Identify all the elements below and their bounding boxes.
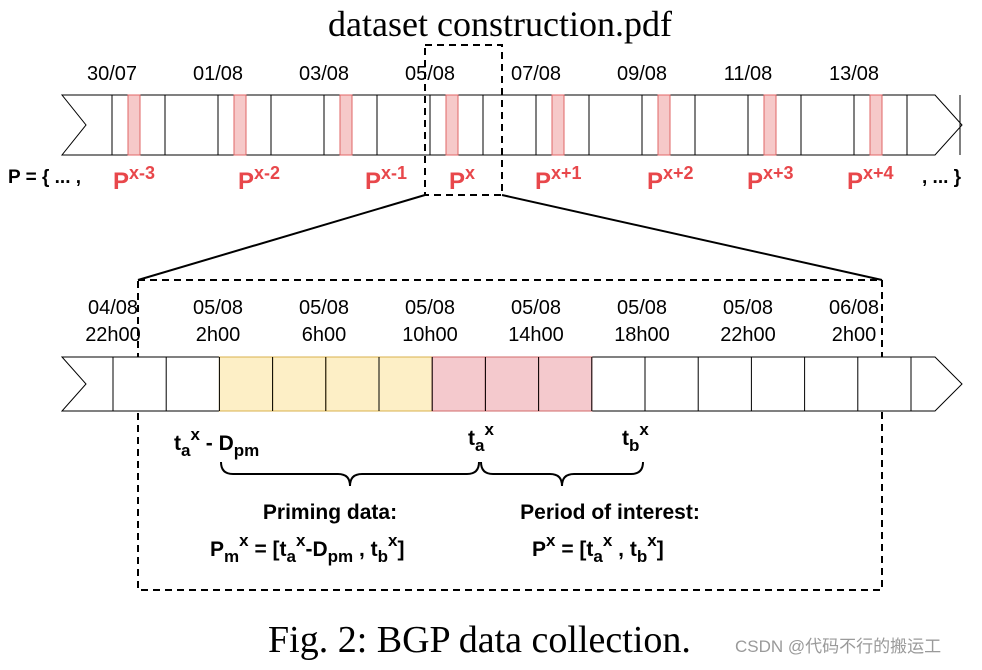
zoom-hour-label: 2h00	[832, 324, 877, 346]
zoom-cell	[218, 356, 274, 412]
watermark: CSDN @代码不行的搬运工	[735, 637, 941, 656]
page-title: dataset construction.pdf	[328, 4, 672, 44]
top-date-label: 07/08	[511, 63, 561, 85]
top-date-label: 05/08	[405, 63, 455, 85]
zoom-hour-label: 22h00	[720, 324, 776, 346]
zoom-line-left	[137, 194, 426, 281]
zoom-timeline	[60, 356, 963, 412]
period-label: Px+2	[647, 163, 694, 195]
zoom-line-right	[501, 194, 883, 281]
period-labels: Px-3 Px-2 Px-1 Px Px+1 Px+2 Px+3 Px+4	[113, 163, 894, 195]
zoom-date-label: 05/08	[193, 297, 243, 319]
zoom-date-label: 05/08	[511, 297, 561, 319]
period-highlight-bar	[445, 94, 459, 156]
zoom-cell	[538, 356, 593, 412]
period-label: Px+4	[847, 163, 894, 195]
zoom-date-label: 05/08	[617, 297, 667, 319]
period-highlight-bar	[763, 94, 777, 156]
zoom-hour-label: 2h00	[196, 324, 241, 346]
zoom-hour-label: 18h00	[614, 324, 670, 346]
zoom-cell	[431, 356, 486, 412]
top-date-label: 03/08	[299, 63, 349, 85]
zoom-hour-label: 6h00	[302, 324, 347, 346]
priming-formula: Pmx = [tax-Dpm , tbx]	[210, 531, 405, 566]
set-prefix: P = { ... ,	[8, 167, 81, 188]
set-suffix: , ... }	[922, 167, 962, 188]
top-timeline-outline	[60, 94, 963, 156]
marker-tb: tbx	[622, 420, 649, 455]
period-label: Px+1	[535, 163, 582, 195]
period-highlight-bar	[233, 94, 247, 156]
period-label: Px+3	[747, 163, 794, 195]
top-date-label: 30/07	[87, 63, 137, 85]
zoom-date-label: 04/08	[88, 297, 138, 319]
period-highlight-bar	[657, 94, 671, 156]
period-label: Px-3	[113, 163, 155, 195]
period-highlight-bar	[127, 94, 141, 156]
period-highlight-bar	[869, 94, 883, 156]
period-highlight-bar	[339, 94, 353, 156]
top-date-labels: 30/07 01/08 03/08 05/08 07/08 09/08 11/08 13/08	[87, 63, 879, 85]
period-label: Px-1	[365, 163, 407, 195]
top-date-label: 11/08	[724, 63, 773, 85]
zoom-cell	[272, 356, 327, 412]
top-date-label: 13/08	[829, 63, 879, 85]
zoom-box	[137, 279, 883, 591]
period-label: Px	[449, 163, 475, 195]
interest-title: Period of interest:	[520, 501, 700, 524]
top-timeline	[60, 94, 963, 156]
zoom-hour-label: 14h00	[508, 324, 564, 346]
zoom-hour-label: 10h00	[402, 324, 458, 346]
marker-ta-minus-dpm: tax - Dpm	[174, 425, 259, 460]
selected-period-box	[424, 44, 503, 196]
interest-formula: Px = [tax , tbx]	[532, 531, 664, 566]
zoom-date-label: 05/08	[299, 297, 349, 319]
priming-title: Priming data:	[263, 501, 397, 524]
period-label: Px-2	[238, 163, 280, 195]
zoom-hour-label: 22h00	[85, 324, 141, 346]
top-date-label: 01/08	[193, 63, 243, 85]
marker-ta: tax	[468, 420, 494, 455]
zoom-cell	[378, 356, 433, 412]
zoom-date-label: 05/08	[723, 297, 773, 319]
zoom-date-label: 06/08	[829, 297, 879, 319]
period-highlight-bar	[551, 94, 565, 156]
zoom-cell	[484, 356, 540, 412]
zoom-time-labels: 04/08 22h00 05/08 2h00 05/08 6h00 05/08 10h00 05…	[85, 297, 879, 346]
figure-caption: Fig. 2: BGP data collection.	[268, 619, 691, 661]
top-date-label: 09/08	[617, 63, 667, 85]
zoom-date-label: 05/08	[405, 297, 455, 319]
zoom-cell	[325, 356, 380, 412]
priming-brace	[220, 461, 480, 487]
interest-brace	[480, 461, 644, 487]
